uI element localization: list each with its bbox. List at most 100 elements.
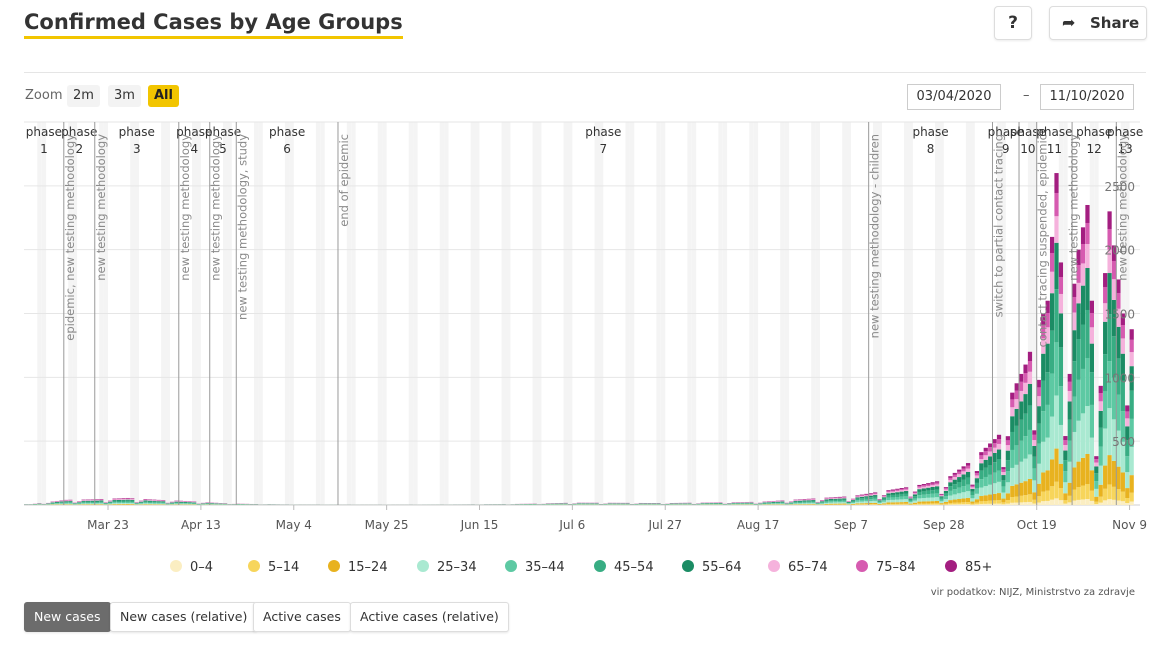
bar-segment — [930, 485, 935, 487]
bar-segment — [1010, 497, 1015, 503]
bar-segment — [54, 503, 60, 504]
legend-item[interactable]: 25–34 — [417, 560, 477, 575]
bar-segment — [1005, 493, 1010, 501]
legend-item[interactable]: 75–84 — [856, 560, 916, 575]
bar-segment — [979, 479, 984, 488]
x-tick-label: Sep 28 — [923, 518, 965, 532]
legend-item[interactable]: 35–44 — [505, 560, 565, 575]
bar-segment — [939, 499, 944, 502]
zoom-3m-button[interactable]: 3m — [108, 85, 141, 107]
bar-segment — [1058, 347, 1064, 387]
bar-segment — [961, 471, 966, 475]
bar-segment — [116, 499, 122, 500]
share-button-label: Share — [1090, 14, 1140, 32]
help-button[interactable]: ? — [994, 6, 1032, 40]
date-to-input[interactable]: 11/10/2020 — [1040, 84, 1134, 110]
bar-segment — [1089, 490, 1094, 501]
legend-item[interactable]: 65–74 — [768, 560, 828, 575]
legend-item[interactable]: 45–54 — [594, 560, 654, 575]
bar-segment — [926, 483, 931, 485]
bar-segment — [806, 499, 811, 501]
bar-segment — [934, 489, 940, 494]
bar-segment — [116, 504, 122, 505]
bar-segment — [855, 495, 860, 496]
bar-segment — [917, 498, 922, 502]
bar-segment — [1107, 273, 1112, 315]
bar-segment — [1120, 353, 1125, 381]
legend-item[interactable]: 15–24 — [328, 560, 388, 575]
bar-segment — [125, 499, 130, 501]
bar-segment — [1089, 300, 1094, 313]
bar-segment — [1120, 491, 1125, 502]
bar-segment — [1063, 460, 1068, 472]
bar-segment — [890, 491, 895, 493]
zoom-all-button[interactable]: All — [148, 85, 179, 107]
bar-segment — [1116, 430, 1121, 467]
phase-number: 13 — [1118, 142, 1133, 156]
bar-segment — [1067, 502, 1072, 505]
bar-segment — [908, 498, 913, 500]
bar-segment — [125, 498, 130, 499]
phase-label: phase — [61, 125, 97, 139]
bar-segment — [873, 493, 878, 495]
bar-segment — [1067, 440, 1072, 462]
bar-segment — [94, 503, 99, 505]
legend-item[interactable]: 5–14 — [248, 560, 299, 575]
share-button[interactable]: ➦ Share — [1049, 6, 1147, 40]
zoom-2m-button[interactable]: 2m — [67, 85, 100, 107]
bar-segment — [1120, 501, 1125, 505]
bar-segment — [811, 504, 816, 505]
bar-segment — [1027, 360, 1033, 372]
bar-segment — [116, 500, 122, 503]
bar-segment — [1041, 501, 1046, 505]
bar-segment — [1076, 420, 1081, 462]
legend-item[interactable]: 55–64 — [682, 560, 742, 575]
tab-new-cases[interactable]: New cases — [24, 602, 111, 632]
bar-segment — [934, 486, 940, 490]
bar-segment — [1111, 499, 1117, 505]
bar-segment — [952, 474, 957, 478]
date-from-input[interactable]: 03/04/2020 — [907, 84, 1001, 110]
bar-segment — [1014, 445, 1019, 465]
bar-segment — [943, 487, 949, 489]
bar-segment — [1058, 488, 1064, 501]
bar-segment — [85, 503, 91, 505]
bar-segment — [1027, 478, 1033, 495]
bar-segment — [1116, 279, 1121, 293]
bar-segment — [970, 495, 975, 499]
phase-number: 3 — [133, 142, 141, 156]
legend-item[interactable]: 85+ — [945, 560, 992, 575]
bar-segment — [161, 501, 166, 503]
bar-segment — [766, 503, 772, 504]
bar-segment — [802, 499, 807, 501]
bar-segment — [1067, 401, 1072, 420]
phase-number: 4 — [190, 142, 198, 156]
bar-segment — [1027, 351, 1033, 361]
tab-active-cases[interactable]: Active cases — [253, 602, 351, 632]
annotation-label: new testing methodology, study — [235, 134, 249, 320]
bar-segment — [855, 500, 860, 502]
y-axis: 500 1000 1500 2000 2500 — [1104, 180, 1135, 449]
bar-segment — [94, 501, 99, 503]
bar-segment — [1014, 425, 1019, 446]
bar-segment — [1054, 342, 1059, 396]
tab-active-cases-relative[interactable]: Active cases (relative) — [350, 602, 509, 632]
cases-chart[interactable]: phase 1 phase 2 phase 3 phase 4 phase 5 phase 6 phas… — [0, 118, 1170, 548]
bar-segment — [81, 503, 86, 505]
bar-segment — [161, 503, 166, 505]
bar-segment — [899, 496, 904, 500]
tab-new-cases-relative[interactable]: New cases (relative) — [110, 602, 258, 632]
bar-segment — [877, 503, 882, 505]
bar-segment — [1001, 504, 1006, 505]
bar-segment — [1063, 482, 1068, 494]
bar-segment — [983, 459, 988, 468]
bar-segment — [1094, 459, 1099, 463]
x-tick-label: Jul 6 — [558, 518, 585, 532]
bar-segment — [983, 451, 988, 456]
legend-item[interactable]: 0–4 — [170, 560, 213, 575]
bar-segment — [1036, 396, 1041, 407]
bar-segment — [1023, 502, 1028, 505]
bar-segment — [983, 495, 988, 501]
bar-segment — [850, 503, 856, 505]
bar-segment — [59, 502, 64, 503]
